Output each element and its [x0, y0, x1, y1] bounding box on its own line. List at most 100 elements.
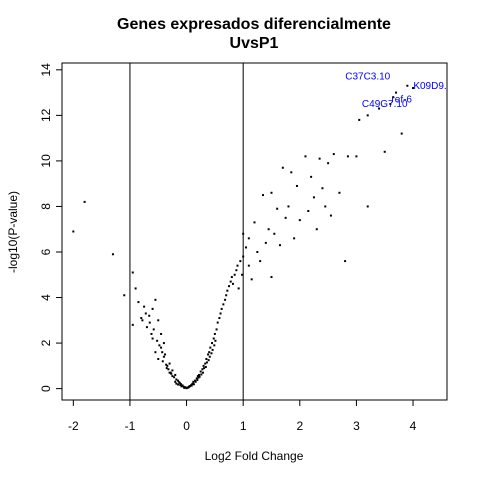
x-tick-label: 0 — [183, 419, 190, 433]
data-point — [247, 264, 250, 267]
data-point — [224, 298, 227, 301]
data-points — [72, 84, 415, 390]
data-point — [160, 346, 163, 349]
data-point — [152, 328, 155, 331]
x-tick-label: 4 — [410, 419, 417, 433]
data-point — [239, 260, 242, 263]
data-point — [392, 96, 395, 99]
y-tick-label: 6 — [39, 248, 53, 255]
data-point — [200, 373, 203, 376]
data-point — [241, 273, 244, 276]
x-tick-label: -2 — [68, 419, 79, 433]
data-point — [329, 214, 332, 217]
data-point — [208, 355, 211, 358]
data-point — [177, 379, 180, 382]
data-point — [222, 303, 225, 306]
data-point — [205, 361, 208, 364]
data-point — [194, 380, 197, 383]
data-point — [201, 371, 204, 374]
data-point — [267, 228, 270, 231]
gene-label: C49G7.10 — [362, 99, 408, 110]
data-point — [395, 91, 398, 94]
data-point — [185, 387, 188, 390]
data-point — [270, 276, 273, 279]
data-point — [161, 351, 164, 354]
y-axis-label: -log10(P-value) — [6, 191, 20, 273]
data-point — [213, 344, 216, 347]
data-point — [198, 375, 201, 378]
data-point — [215, 328, 218, 331]
data-point — [247, 237, 250, 240]
data-point — [123, 294, 126, 297]
data-point — [187, 386, 190, 389]
data-point — [131, 323, 134, 326]
data-point — [171, 375, 174, 378]
data-point — [83, 200, 86, 203]
data-point — [250, 278, 253, 281]
data-point — [140, 317, 143, 320]
data-point — [169, 371, 172, 374]
data-point — [190, 384, 193, 387]
data-point — [201, 368, 204, 371]
y-tick-label: 4 — [39, 294, 53, 301]
threshold-lines — [129, 63, 244, 400]
data-point — [175, 382, 178, 385]
data-point — [219, 312, 222, 315]
data-point — [366, 205, 369, 208]
x-tick-label: -1 — [125, 419, 136, 433]
data-point — [332, 153, 335, 156]
data-point — [346, 155, 349, 158]
data-point — [253, 221, 256, 224]
data-point — [304, 155, 307, 158]
x-tick-label: 2 — [296, 419, 303, 433]
data-point — [148, 321, 151, 324]
data-point — [242, 255, 245, 258]
data-point — [204, 365, 207, 368]
data-point — [157, 358, 160, 361]
data-point — [207, 353, 210, 356]
data-point — [202, 364, 205, 367]
data-point — [168, 371, 171, 374]
data-point — [164, 353, 167, 356]
y-tick-label: 12 — [39, 108, 53, 122]
data-point — [145, 326, 148, 329]
data-point — [412, 87, 415, 90]
data-point — [137, 301, 140, 304]
data-point — [192, 383, 195, 386]
data-point — [173, 376, 176, 379]
data-point — [158, 344, 161, 347]
data-point — [242, 232, 245, 235]
data-point — [229, 280, 232, 283]
data-point — [281, 166, 284, 169]
data-point — [310, 175, 313, 178]
x-axis: -2 -1 0 1 2 3 4 — [68, 400, 417, 433]
data-point — [298, 219, 301, 222]
y-axis: 0 2 4 6 8 10 12 14 — [39, 63, 62, 392]
data-point — [312, 196, 315, 199]
data-point — [199, 370, 202, 373]
gene-label: K09D9. — [413, 81, 446, 92]
data-point — [212, 337, 215, 340]
data-point — [209, 346, 212, 349]
data-point — [220, 307, 223, 310]
data-point — [278, 244, 281, 247]
data-point — [179, 383, 182, 386]
data-point — [178, 381, 181, 384]
data-point — [284, 216, 287, 219]
data-point — [174, 373, 177, 376]
data-point — [165, 367, 168, 370]
data-point — [270, 191, 273, 194]
data-point — [151, 307, 154, 310]
data-point — [167, 368, 170, 371]
data-point — [111, 253, 114, 256]
data-point — [290, 171, 293, 174]
data-point — [378, 107, 381, 110]
data-point — [183, 386, 186, 389]
data-point — [134, 287, 137, 290]
data-point — [184, 386, 187, 389]
data-point — [210, 352, 213, 355]
data-point — [293, 237, 296, 240]
data-point — [174, 380, 177, 383]
data-point — [315, 228, 318, 231]
